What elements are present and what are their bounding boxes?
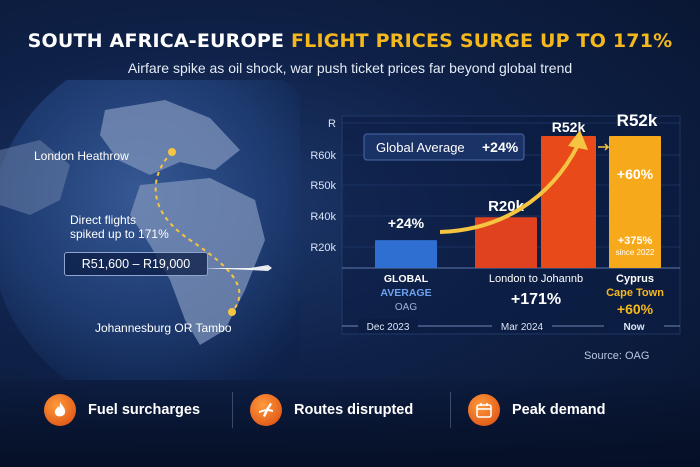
bar-value-label: +24%	[388, 215, 425, 231]
calendar-icon	[468, 394, 500, 426]
y-tick-label: R60k	[310, 150, 336, 162]
bar-cyprus-cape-town	[609, 136, 661, 268]
category-label: London to Johannb	[489, 273, 583, 285]
timeline-label-bg	[492, 319, 552, 333]
category-label: OAG	[395, 302, 417, 313]
feature-demand-label: Peak demand	[512, 402, 606, 418]
globe-map	[0, 80, 300, 380]
feature-demand: Peak demand	[468, 393, 606, 427]
destination-label: Johannesburg OR Tambo	[95, 321, 232, 335]
plane-icon	[200, 265, 272, 271]
timeline-label: Now	[623, 322, 644, 333]
spike-label-2: spiked up to 171%	[70, 227, 169, 241]
spike-label-1: Direct flights	[70, 213, 137, 227]
feature-divider-1	[232, 392, 233, 428]
trend-arrow	[439, 144, 580, 234]
feature-routes: Routes disrupted	[250, 393, 413, 427]
timeline-label-bg	[604, 319, 664, 333]
timeline-label: Dec 2023	[367, 322, 410, 333]
timeline-label-bg	[358, 319, 418, 333]
bar-london-johannesburg-2024	[541, 136, 596, 268]
title-main: SOUTH AFRICA-EUROPE	[27, 30, 291, 52]
page-subtitle: Airfare spike as oil shock, war push tic…	[127, 60, 573, 76]
cyprus-since-label: since 2022	[616, 248, 655, 257]
bar-global-average	[375, 240, 437, 268]
europe-landmass	[100, 100, 240, 175]
flight-route	[154, 151, 241, 313]
flame-icon	[44, 394, 76, 426]
johannesburg-marker	[228, 308, 236, 316]
pointer-arrow-icon	[598, 143, 610, 151]
cyprus-pct-label: +60%	[617, 166, 654, 182]
y-tick-label: R40k	[310, 211, 336, 223]
trend-arrowhead	[568, 130, 588, 150]
feature-fuel-label: Fuel surcharges	[88, 402, 201, 418]
origin-label: London Heathrow	[34, 149, 129, 163]
global-average-callout	[363, 133, 525, 161]
bar-london-johannesburg-2023	[475, 217, 537, 268]
category-label: AVERAGE	[380, 287, 431, 299]
y-tick-label: R	[328, 118, 336, 130]
americas-landmass	[0, 140, 70, 215]
callout-value: +24%	[482, 139, 519, 155]
feature-divider-2	[450, 392, 451, 428]
y-tick-label: R50k	[310, 180, 336, 192]
category-label: Cyprus	[616, 273, 654, 285]
category-label: +171%	[511, 291, 561, 308]
category-label: GLOBAL	[384, 273, 429, 285]
source-label: Source: OAG	[584, 350, 650, 362]
feature-routes-label: Routes disrupted	[294, 402, 414, 418]
y-tick-label: R20k	[310, 242, 336, 254]
timeline-label: Mar 2024	[501, 322, 544, 333]
callout-label: Global Average	[376, 140, 465, 155]
price-bar-chart: R R60k R50k R40k R20k +24% R20k R52k R52k Global …	[310, 111, 681, 335]
london-marker	[168, 148, 176, 156]
feature-bar	[0, 380, 700, 467]
category-label: Cape Town	[606, 287, 664, 299]
bar-value-label: R52k	[617, 111, 658, 130]
broken-plane-icon	[250, 394, 282, 426]
bar-value-label: R20k	[488, 198, 525, 215]
feature-fuel: Fuel surcharges	[44, 393, 200, 427]
bar-value-label: R52k	[552, 119, 586, 135]
price-range-badge: R51,600 – R19,000	[64, 252, 208, 276]
category-label: +60%	[617, 301, 654, 317]
cyprus-pct2-label: +375%	[618, 235, 653, 247]
title-highlight: FLIGHT PRICES SURGE UP TO 171%	[290, 30, 673, 52]
page-title: SOUTH AFRICA-EUROPE FLIGHT PRICES SURGE …	[0, 30, 700, 52]
